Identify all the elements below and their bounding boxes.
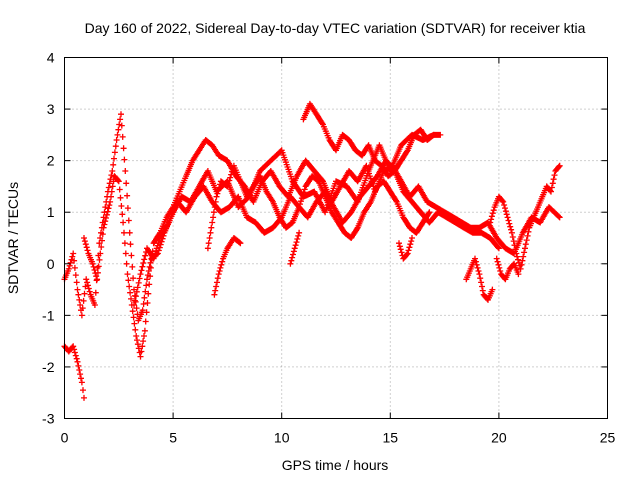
data-series-s10 xyxy=(463,255,496,303)
data-point-markers xyxy=(61,343,87,401)
y-tick-label: -2 xyxy=(42,359,55,375)
y-tick-label: 4 xyxy=(47,50,55,66)
y-tick-label: -1 xyxy=(42,307,55,323)
chart-title: Day 160 of 2022, Sidereal Day-to-day VTE… xyxy=(85,20,586,36)
data-point-markers xyxy=(396,235,415,262)
y-tick-label: 2 xyxy=(47,153,55,169)
data-series-s8 xyxy=(287,229,303,267)
data-point-markers xyxy=(463,255,496,303)
y-tick-label: -3 xyxy=(42,411,55,427)
x-axis-label: GPS time / hours xyxy=(282,457,389,473)
x-tick-label: 5 xyxy=(169,430,177,446)
data-point-markers xyxy=(287,229,303,267)
axis-ticks: 0 5 10 15 20 25 -3 -2 -1 0 1 2 3 4 xyxy=(42,50,615,446)
data-point-markers xyxy=(300,100,444,180)
data-series-s3 xyxy=(81,137,563,360)
x-tick-label: 20 xyxy=(491,430,507,446)
data-series-s5 xyxy=(300,100,444,180)
x-tick-label: 0 xyxy=(61,430,69,446)
data-point-markers xyxy=(131,157,502,308)
data-points xyxy=(61,100,563,401)
data-series-s1 xyxy=(61,343,87,401)
x-tick-label: 15 xyxy=(383,430,399,446)
data-point-markers xyxy=(81,137,563,360)
y-axis-label: SDTVAR / TECUs xyxy=(5,182,21,294)
plot-frame xyxy=(64,57,608,419)
y-tick-label: 0 xyxy=(47,256,55,272)
y-tick-label: 1 xyxy=(47,204,55,220)
data-point-markers xyxy=(493,255,522,283)
y-tick-label: 3 xyxy=(47,101,55,117)
data-series-s6 xyxy=(204,162,433,252)
data-series-s4 xyxy=(131,157,502,308)
x-tick-label: 25 xyxy=(600,430,616,446)
data-series-s12 xyxy=(493,255,522,283)
data-point-markers xyxy=(487,162,563,272)
data-series-s7 xyxy=(211,235,244,298)
data-point-markers xyxy=(211,235,244,298)
data-point-markers xyxy=(204,162,433,252)
data-series-s11 xyxy=(487,162,563,272)
data-series-s9 xyxy=(396,235,415,262)
x-tick-label: 10 xyxy=(274,430,290,446)
